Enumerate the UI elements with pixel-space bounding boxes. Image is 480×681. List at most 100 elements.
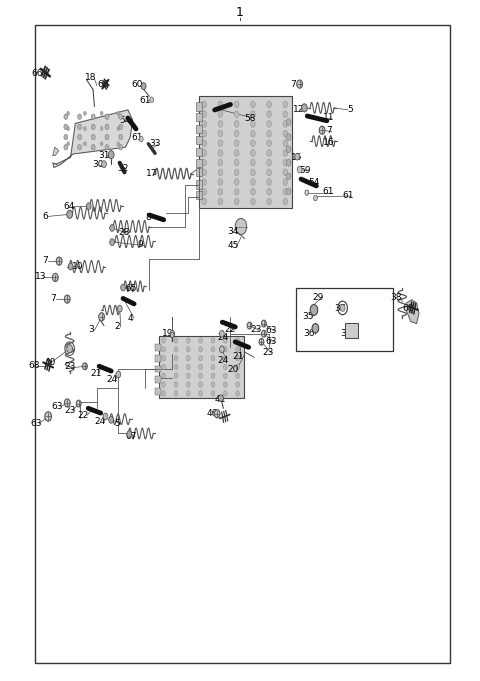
Circle shape	[286, 146, 291, 153]
Polygon shape	[53, 147, 59, 155]
Text: 35: 35	[302, 313, 314, 321]
Text: 8: 8	[145, 212, 151, 221]
Circle shape	[236, 347, 240, 352]
Circle shape	[267, 178, 272, 185]
Circle shape	[64, 295, 70, 303]
Circle shape	[78, 124, 82, 129]
Circle shape	[141, 83, 146, 90]
Text: 36: 36	[303, 328, 315, 338]
Circle shape	[84, 127, 86, 131]
Text: 24: 24	[95, 417, 106, 426]
Text: 61: 61	[132, 133, 143, 142]
Circle shape	[116, 371, 120, 378]
Circle shape	[56, 257, 62, 265]
Text: 63: 63	[30, 419, 42, 428]
Circle shape	[68, 263, 73, 270]
Circle shape	[108, 151, 114, 159]
Circle shape	[202, 111, 206, 118]
Text: 9: 9	[137, 240, 143, 249]
Circle shape	[283, 169, 288, 176]
Circle shape	[110, 225, 115, 232]
Circle shape	[267, 101, 272, 108]
Circle shape	[234, 178, 239, 185]
Text: 24: 24	[107, 375, 118, 383]
Circle shape	[267, 130, 272, 137]
Circle shape	[211, 373, 215, 379]
Circle shape	[267, 111, 272, 118]
Circle shape	[247, 322, 252, 329]
Circle shape	[234, 150, 239, 157]
Circle shape	[251, 111, 255, 118]
Circle shape	[105, 134, 109, 140]
Circle shape	[286, 133, 291, 140]
Circle shape	[86, 203, 91, 210]
Circle shape	[45, 412, 51, 422]
Text: 63: 63	[51, 402, 63, 411]
Circle shape	[83, 363, 87, 370]
Circle shape	[211, 338, 215, 343]
Bar	[155, 355, 161, 362]
Text: 40: 40	[44, 358, 56, 366]
Text: 66: 66	[97, 80, 109, 89]
Circle shape	[262, 320, 266, 327]
Text: 7: 7	[326, 127, 332, 136]
Text: 32: 32	[118, 163, 129, 173]
Bar	[196, 102, 202, 110]
Text: 37: 37	[335, 304, 346, 313]
Circle shape	[186, 347, 190, 352]
Bar	[155, 377, 161, 383]
Circle shape	[202, 178, 206, 185]
Circle shape	[267, 121, 272, 127]
Circle shape	[313, 195, 317, 201]
Circle shape	[199, 373, 203, 379]
Bar	[196, 168, 202, 176]
Circle shape	[170, 330, 175, 337]
Text: 63: 63	[265, 326, 277, 335]
Circle shape	[267, 150, 272, 157]
Text: 1: 1	[236, 6, 244, 20]
Circle shape	[283, 159, 288, 166]
Circle shape	[211, 355, 215, 361]
Bar	[345, 323, 359, 338]
Text: 63: 63	[265, 337, 277, 347]
Circle shape	[236, 373, 240, 379]
Circle shape	[223, 347, 227, 352]
Circle shape	[117, 305, 122, 312]
Circle shape	[174, 338, 178, 343]
Circle shape	[174, 355, 178, 361]
Circle shape	[199, 347, 203, 352]
Circle shape	[236, 338, 240, 343]
Text: 11: 11	[323, 113, 335, 122]
Circle shape	[64, 134, 68, 140]
Circle shape	[162, 382, 166, 387]
Circle shape	[223, 364, 227, 370]
Text: 54: 54	[308, 178, 320, 187]
Circle shape	[283, 121, 288, 127]
Circle shape	[234, 111, 239, 118]
Circle shape	[202, 130, 206, 137]
Text: 68: 68	[403, 304, 414, 313]
Text: 7: 7	[42, 256, 48, 265]
Circle shape	[202, 150, 206, 157]
Circle shape	[105, 114, 109, 119]
Circle shape	[218, 189, 223, 195]
Circle shape	[286, 188, 291, 195]
Circle shape	[286, 159, 291, 166]
Circle shape	[99, 313, 105, 321]
Circle shape	[91, 124, 95, 129]
Circle shape	[78, 134, 82, 140]
Circle shape	[262, 330, 266, 337]
Circle shape	[251, 159, 255, 166]
Circle shape	[202, 101, 206, 108]
Text: 33: 33	[149, 140, 161, 148]
Circle shape	[259, 338, 264, 345]
Bar	[159, 336, 244, 398]
Polygon shape	[53, 110, 132, 168]
Circle shape	[283, 189, 288, 195]
Circle shape	[199, 338, 203, 343]
Circle shape	[223, 373, 227, 379]
Text: 21: 21	[232, 352, 243, 362]
Circle shape	[236, 391, 240, 396]
Text: 19: 19	[162, 328, 173, 338]
Text: 15: 15	[290, 153, 302, 162]
